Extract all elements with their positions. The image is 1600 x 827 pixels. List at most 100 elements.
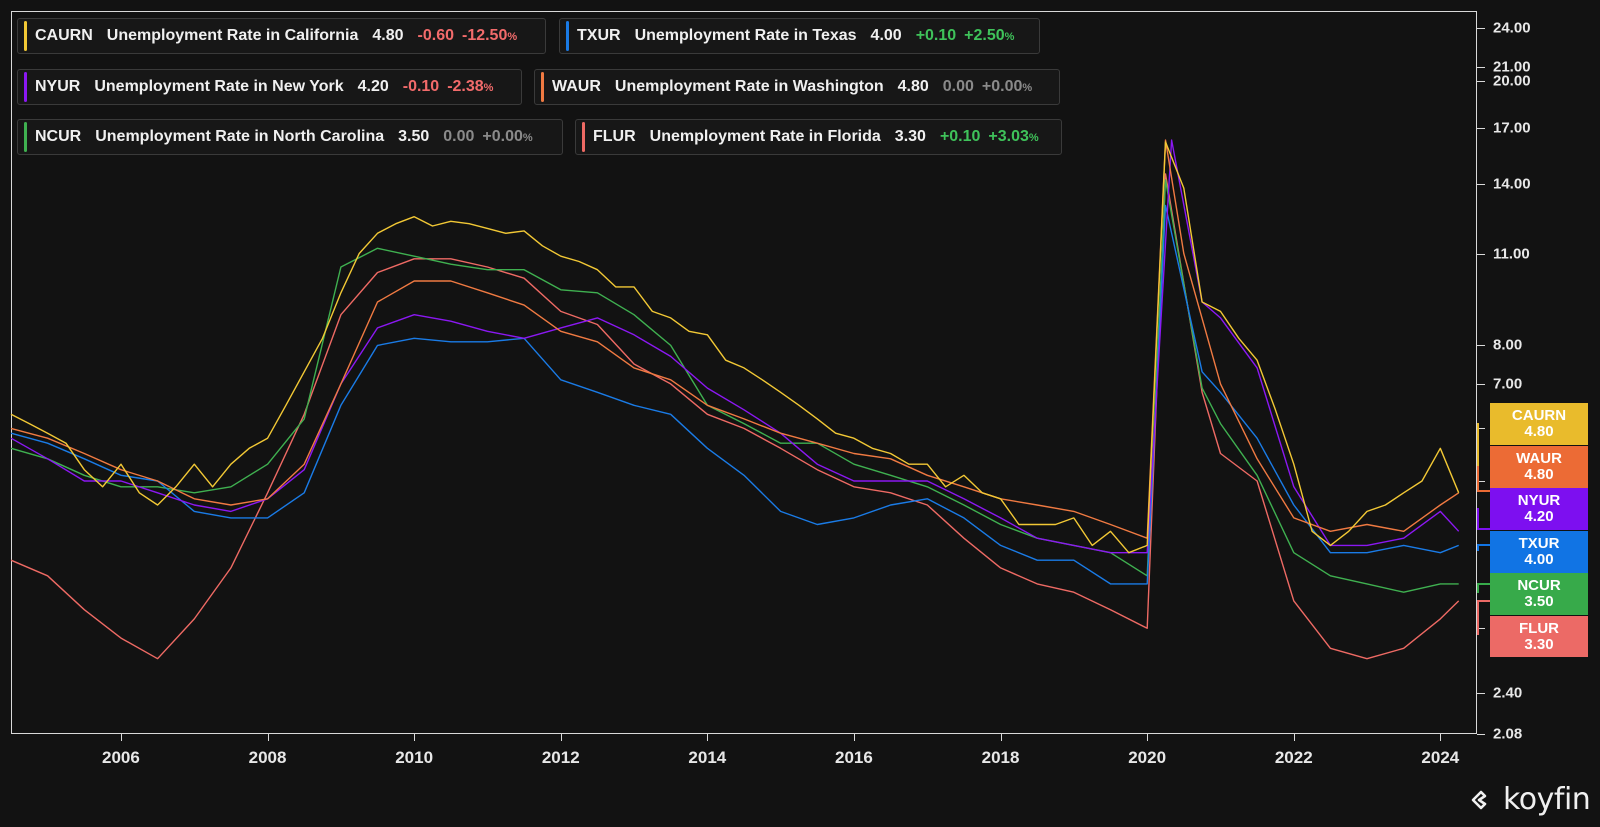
y-axis-tick [1477,383,1485,385]
value-tag-caurn: CAURN 4.80 [1490,403,1588,445]
legend-item-txur[interactable]: TXUR Unemployment Rate in Texas 4.00 +0.10 +… [559,18,1040,54]
x-axis-tick [267,734,269,741]
series-line-caurn [10,141,1460,554]
legend-color-swatch [582,122,585,152]
legend-item-flur[interactable]: FLUR Unemployment Rate in Florida 3.30 +0.1… [575,119,1062,155]
x-axis-tick [560,734,562,741]
x-axis-tick [853,734,855,741]
legend-series-name: Unemployment Rate in Washington [614,78,884,95]
legend-ticker: FLUR [593,128,636,145]
y-axis-tick-label: 8.00 [1493,336,1523,354]
y-axis-tick-label: 14.00 [1493,175,1531,193]
legend-percent-change: +3.03% [988,128,1039,145]
value-tag-connector [1477,508,1490,531]
series-line-waur [10,139,1460,539]
x-axis-tick [120,734,122,741]
value-tag-ticker: WAUR [1516,450,1562,467]
legend-value: 3.50 [398,128,430,145]
legend-value: 4.00 [870,27,902,44]
value-tag-connector [1477,466,1490,492]
value-tag-value: 4.80 [1524,466,1554,483]
legend-value: 3.30 [894,128,926,145]
legend-color-swatch [566,21,569,51]
legend-series-name: Unemployment Rate in North Carolina [95,128,385,145]
value-tag-value: 3.30 [1524,636,1554,653]
legend-percent-change: +0.00% [482,128,533,145]
y-axis-tick-label: 17.00 [1493,119,1531,137]
value-tag-value: 4.80 [1524,423,1554,440]
legend-percent-change: -2.38% [447,78,494,95]
value-tag-nyur: NYUR 4.20 [1490,488,1588,530]
x-axis-tick-label: 2020 [1128,748,1167,767]
legend-change: +0.10 [915,27,957,44]
y-axis-tick [1477,253,1485,255]
legend-ticker: TXUR [577,27,621,44]
brand-name: koyfin [1503,782,1591,817]
y-axis-tick [1477,81,1485,83]
x-axis-tick-label: 2008 [248,748,287,767]
x-axis-tick-label: 2006 [102,748,140,767]
legend-value: 4.20 [357,78,389,95]
series-line-txur [10,204,1459,585]
value-tag-value: 3.50 [1524,593,1554,610]
value-tag-ticker: NYUR [1517,492,1561,509]
legend-item-caurn[interactable]: CAURN Unemployment Rate in California 4.80… [17,18,546,54]
legend-series-name: Unemployment Rate in New York [94,78,344,95]
value-tag-ticker: TXUR [1518,535,1560,552]
value-tag-waur: WAUR 4.80 [1490,446,1588,488]
legend-ticker: WAUR [552,78,601,95]
y-axis-tick [1477,67,1485,68]
legend-change: -0.10 [402,78,440,95]
series-line-flur [10,173,1460,660]
legend-series-name: Unemployment Rate in Florida [649,128,881,145]
y-axis-tick-label: 24.00 [1493,19,1531,37]
x-axis-tick [1000,734,1002,741]
value-tag-flur: FLUR 3.30 [1490,616,1588,657]
legend-color-swatch [24,122,27,152]
value-tag-connector [1477,582,1490,593]
y-axis-tick [1477,345,1485,347]
legend-change: 0.00 [942,78,974,95]
y-axis-tick-label: 7.00 [1493,375,1523,393]
x-axis-tick-label: 2024 [1421,748,1460,767]
x-axis-tick-label: 2014 [688,748,727,767]
series-line-nyur [10,139,1460,554]
legend-value: 4.80 [372,27,404,44]
legend-percent-change: -12.50% [461,27,518,44]
y-axis-tick [1477,692,1485,694]
y-axis-tick [1477,734,1485,735]
legend-color-swatch [24,72,27,102]
legend-change: +0.10 [939,128,981,145]
y-axis-tick [1477,28,1485,30]
x-axis-tick [1293,734,1295,741]
value-tag-txur: TXUR 4.00 [1490,531,1588,573]
legend-value: 4.80 [897,78,929,95]
x-axis-tick-label: 2016 [835,748,873,767]
y-axis-tick [1477,183,1485,185]
y-axis-tick-label: 11.00 [1493,245,1530,263]
brand-logo: koyfin [1469,782,1591,817]
legend-percent-change: +0.00% [981,78,1033,95]
y-axis-tick [1477,628,1485,630]
y-axis-tick [1477,127,1485,129]
legend-item-nyur[interactable]: NYUR Unemployment Rate in New York 4.20 -0.… [17,69,522,105]
x-axis-tick [707,734,709,741]
series-line-ncur [10,179,1459,593]
legend-ticker: NCUR [35,128,82,145]
value-tag-value: 4.20 [1524,508,1554,525]
value-tag-connector [1477,599,1490,636]
legend-percent-change: +2.50% [964,27,1015,44]
legend-color-swatch [541,72,544,102]
legend-item-ncur[interactable]: NCUR Unemployment Rate in North Carolina 3… [17,119,563,155]
value-tag-ticker: CAURN [1511,407,1567,424]
legend-change: 0.00 [443,128,475,145]
y-axis-tick [1477,428,1485,430]
legend-ticker: CAURN [35,27,93,44]
legend-change: -0.60 [417,27,454,44]
value-tag-ncur: NCUR 3.50 [1490,573,1588,615]
value-tag-value: 4.00 [1524,551,1554,568]
legend-item-waur[interactable]: WAUR Unemployment Rate in Washington 4.80 0… [534,69,1060,105]
chart-frame [11,11,1477,734]
y-axis-tick [1477,480,1485,482]
